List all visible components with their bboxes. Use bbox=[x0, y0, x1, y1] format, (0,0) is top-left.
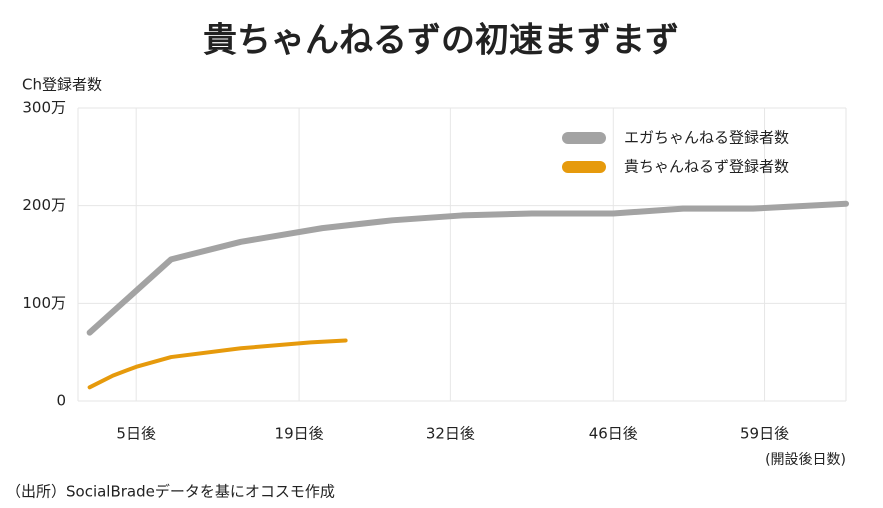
y-tick-label: 200万 bbox=[22, 196, 66, 214]
x-tick-label: 5日後 bbox=[116, 425, 156, 443]
chart-title: 貴ちゃんねるずの初速まずまず bbox=[203, 21, 679, 61]
x-tick-label: 59日後 bbox=[740, 425, 789, 443]
series-line bbox=[87, 338, 348, 390]
x-tick-label: 46日後 bbox=[589, 425, 638, 443]
x-tick-label: 32日後 bbox=[426, 425, 475, 443]
y-axis-label: Ch登録者数 bbox=[22, 76, 102, 94]
y-tick-label: 0 bbox=[56, 392, 66, 410]
series-line bbox=[86, 200, 849, 336]
legend-label: エガちゃんねる登録者数 bbox=[624, 129, 789, 147]
source-note: （出所）SocialBradeデータを基にオコスモ作成 bbox=[6, 483, 335, 501]
y-tick-label: 100万 bbox=[22, 294, 66, 312]
x-axis-label: (開設後日数) bbox=[765, 452, 846, 468]
legend-label: 貴ちゃんねるず登録者数 bbox=[624, 158, 789, 176]
x-tick-label: 19日後 bbox=[275, 425, 324, 443]
y-tick-label: 300万 bbox=[22, 99, 66, 117]
